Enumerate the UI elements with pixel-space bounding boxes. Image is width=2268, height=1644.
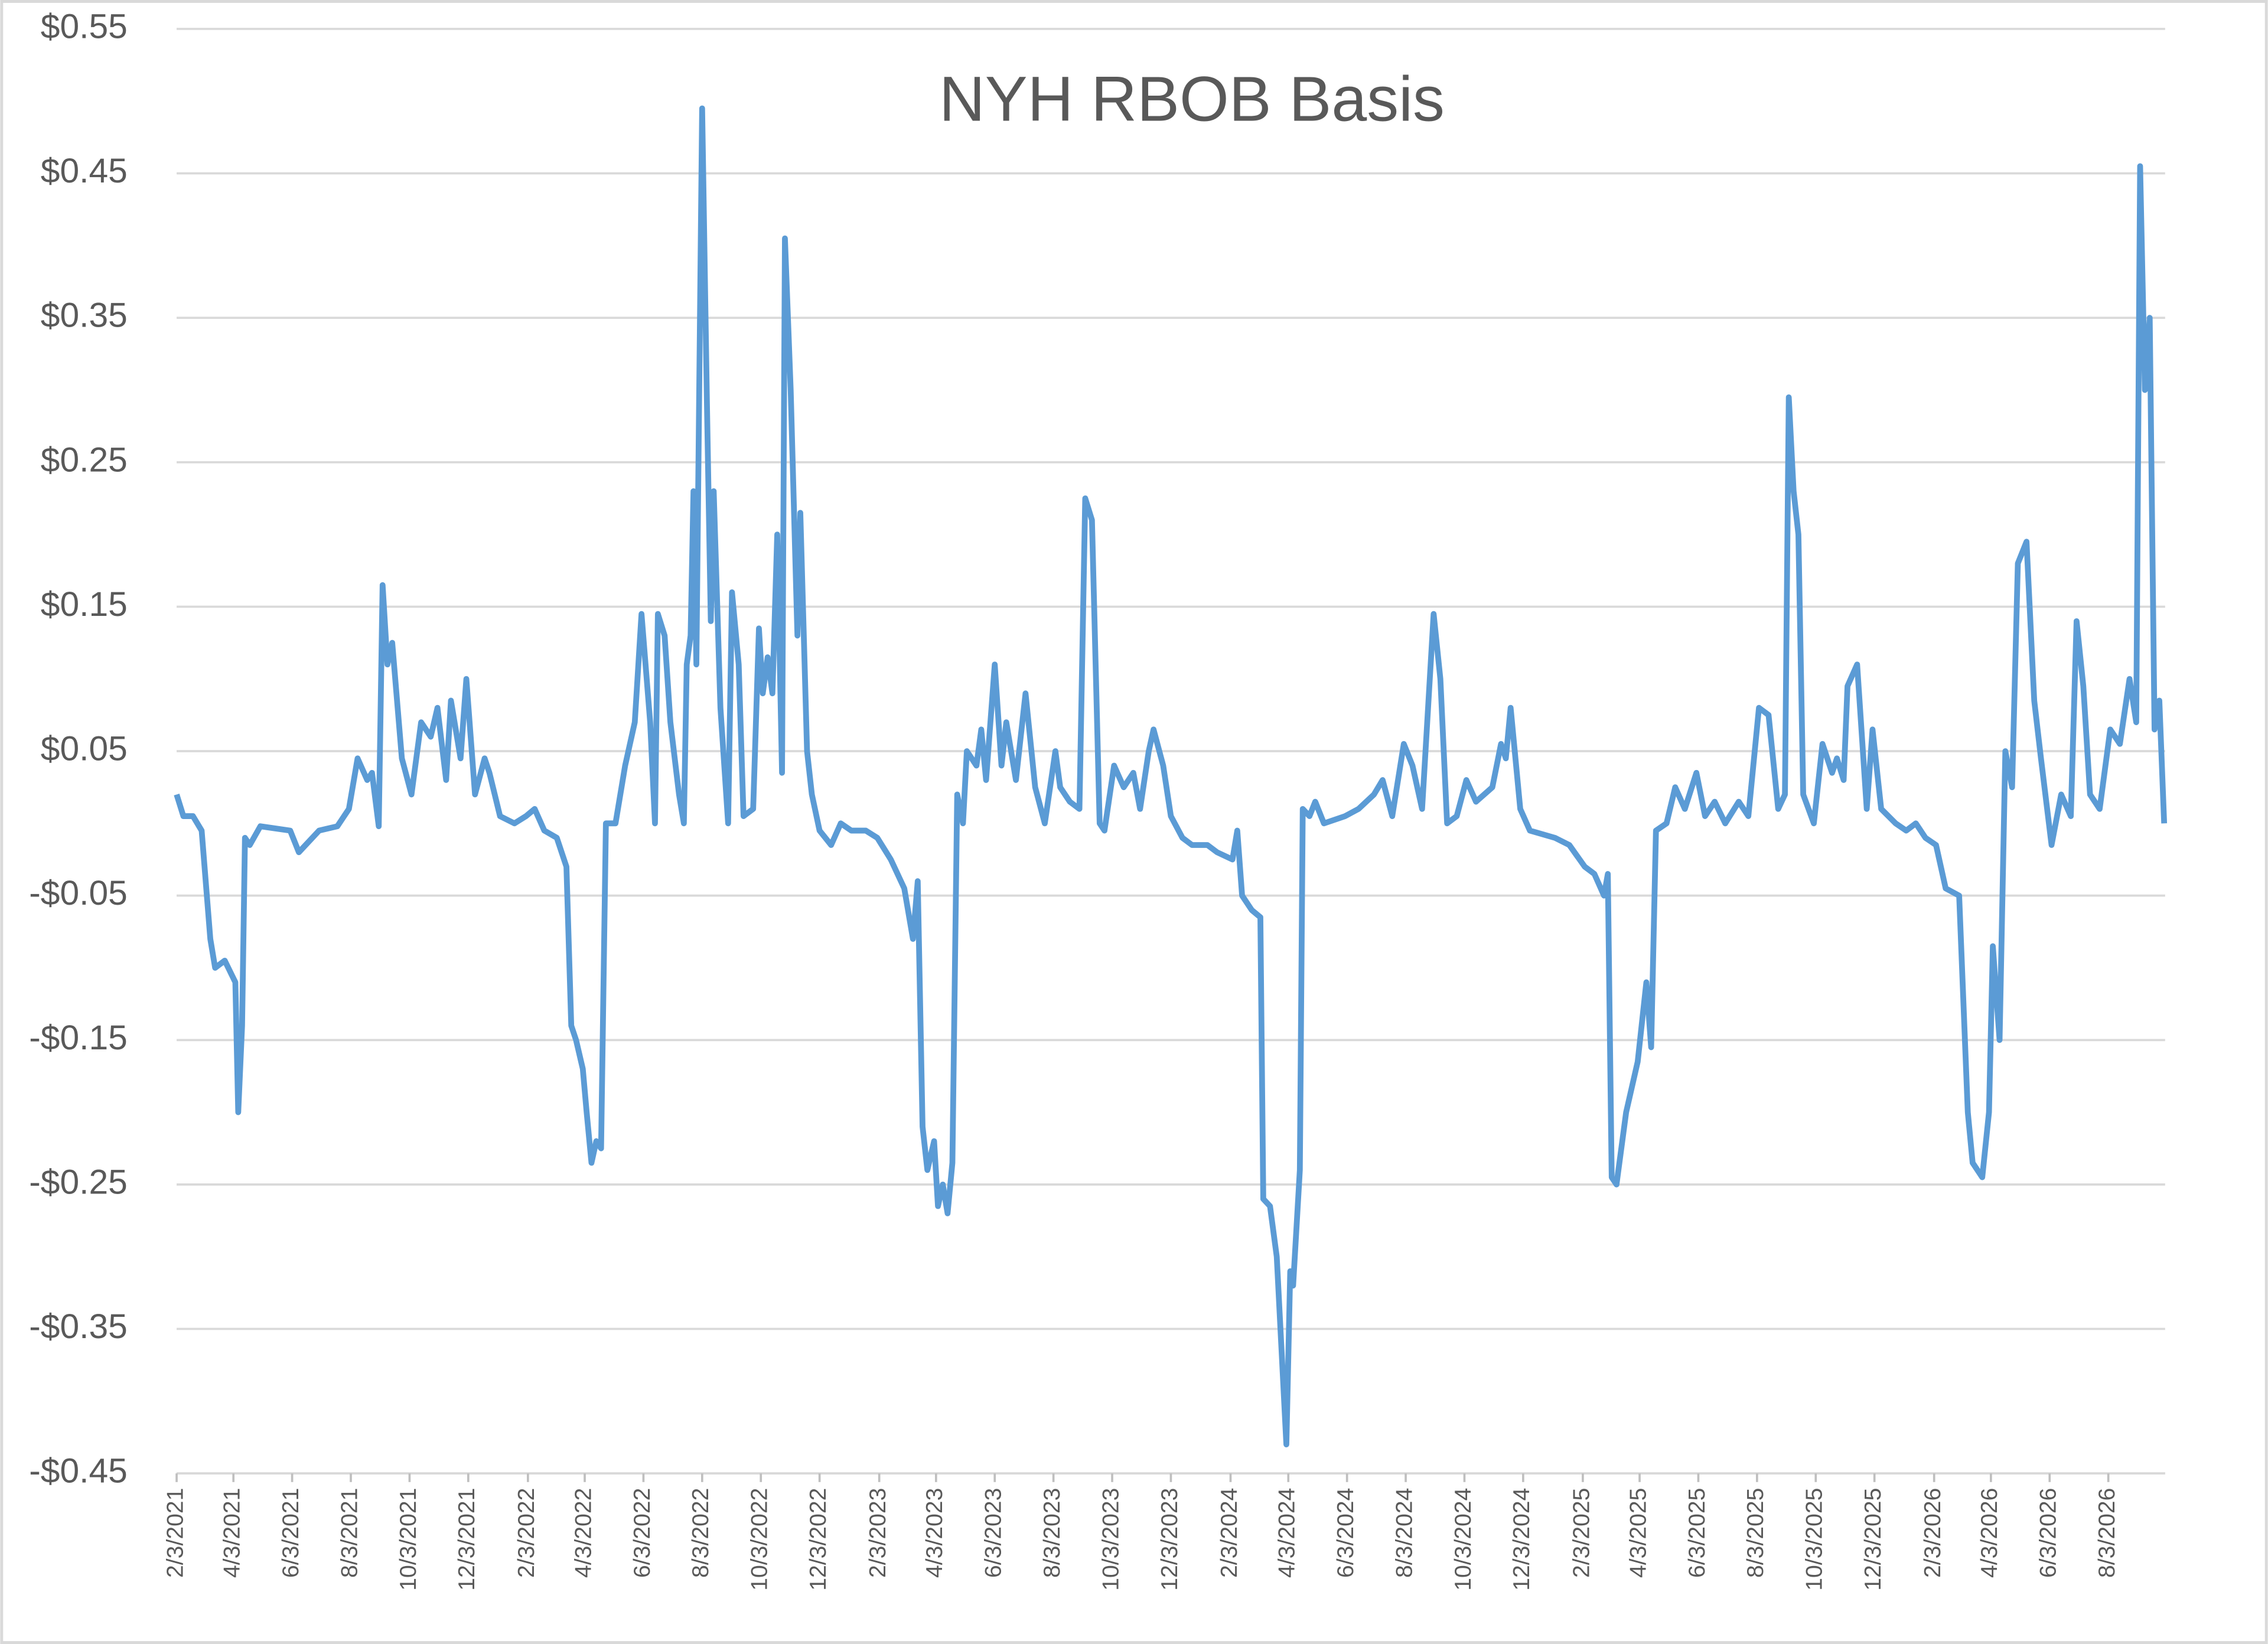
x-tick-label: 4/3/2024 — [1275, 1488, 1300, 1578]
x-tick-label: 2/3/2023 — [865, 1488, 891, 1578]
x-tick-label: 4/3/2021 — [220, 1488, 245, 1578]
x-tick-label: 2/3/2021 — [162, 1488, 188, 1578]
x-tick-label: 6/3/2023 — [981, 1488, 1006, 1578]
x-tick-label: 8/3/2025 — [1743, 1488, 1768, 1578]
x-tick-label: 6/3/2022 — [630, 1488, 655, 1578]
x-tick-label: 10/3/2021 — [396, 1488, 421, 1591]
y-tick-label: -$0.05 — [29, 874, 128, 912]
x-tick-label: 6/3/2024 — [1333, 1488, 1358, 1578]
x-tick-label: 4/3/2022 — [571, 1488, 596, 1578]
y-tick-label: -$0.45 — [29, 1452, 128, 1490]
x-tick-label: 2/3/2026 — [1920, 1488, 1946, 1578]
x-tick-label: 12/3/2025 — [1860, 1488, 1886, 1591]
x-tick-label: 8/3/2026 — [2094, 1488, 2120, 1578]
y-tick-label: $0.25 — [41, 441, 128, 479]
y-tick-label: $0.05 — [41, 730, 128, 768]
x-tick-label: 12/3/2021 — [454, 1488, 480, 1591]
y-tick-label: -$0.35 — [29, 1307, 128, 1346]
x-tick-label: 4/3/2025 — [1625, 1488, 1651, 1578]
x-tick-label: 8/3/2024 — [1392, 1488, 1417, 1578]
y-tick-label: $0.15 — [41, 585, 128, 624]
chart-title: NYH RBOB Basis — [939, 63, 1445, 135]
x-tick-label: 12/3/2024 — [1509, 1488, 1534, 1591]
y-tick-label: -$0.15 — [29, 1019, 128, 1057]
x-tick-label: 10/3/2024 — [1451, 1488, 1476, 1591]
x-tick-label: 8/3/2023 — [1040, 1488, 1065, 1578]
x-tick-label: 6/3/2026 — [2036, 1488, 2061, 1578]
x-tick-label: 2/3/2024 — [1217, 1488, 1242, 1578]
x-tick-label: 12/3/2023 — [1157, 1488, 1182, 1591]
x-tick-label: 10/3/2025 — [1802, 1488, 1827, 1591]
x-tick-label: 6/3/2025 — [1684, 1488, 1710, 1578]
x-tick-label: 4/3/2023 — [922, 1488, 947, 1578]
x-tick-label: 6/3/2021 — [278, 1488, 304, 1578]
x-tick-label: 10/3/2022 — [747, 1488, 773, 1591]
x-tick-label: 4/3/2026 — [1977, 1488, 2002, 1578]
x-tick-label: 2/3/2022 — [514, 1488, 539, 1578]
y-tick-label: -$0.25 — [29, 1163, 128, 1201]
x-tick-label: 8/3/2021 — [337, 1488, 362, 1578]
x-tick-label: 12/3/2022 — [806, 1488, 831, 1591]
x-tick-label: 2/3/2025 — [1569, 1488, 1594, 1578]
x-tick-label: 8/3/2022 — [688, 1488, 713, 1578]
y-tick-label: $0.55 — [41, 7, 128, 45]
x-tick-label: 10/3/2023 — [1098, 1488, 1123, 1591]
y-tick-label: $0.45 — [41, 152, 128, 190]
y-tick-label: $0.35 — [41, 296, 128, 335]
data-line — [174, 105, 2168, 1448]
